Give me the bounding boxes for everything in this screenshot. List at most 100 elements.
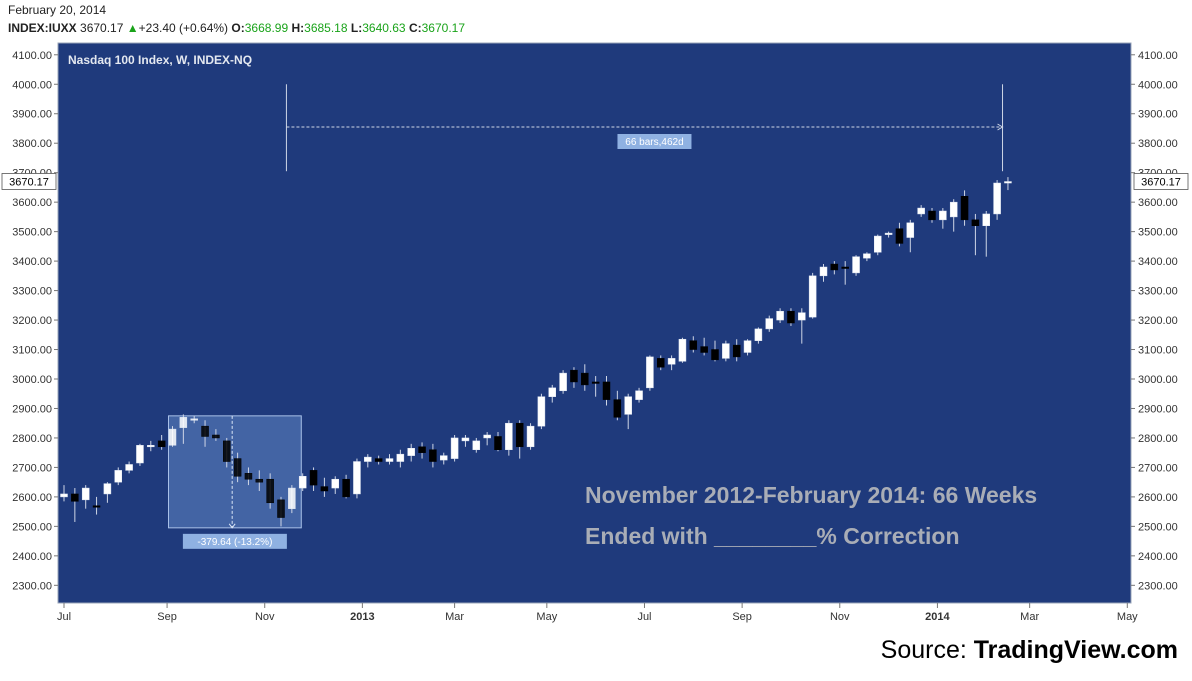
candle-up [874,235,882,253]
candle-up [537,396,546,427]
candle-up [288,487,296,509]
chart-title: Nasdaq 100 Index, W, INDEX-NQ [68,53,252,67]
candle-up [559,372,567,392]
low-value: 3640.63 [362,21,406,35]
candle-down [689,340,698,350]
candle-down [255,478,264,483]
candle-down [418,446,426,453]
candle-up [949,201,958,218]
candle-up [364,456,372,462]
chart-date: February 20, 2014 [8,3,107,17]
open-value: 3668.99 [244,21,289,35]
candle-up [450,437,459,459]
candle-up [776,310,784,321]
candle-down [830,263,839,271]
y-tick-label: 4100.00 [12,50,52,62]
y-tick-label: 3300.00 [1138,286,1178,298]
candle-up [646,356,654,389]
candle-up [190,418,198,421]
candle-up [298,476,307,489]
candle-up [993,182,1001,215]
candle-down [233,458,242,477]
x-tick-label: Sep [732,611,752,623]
candle-down [266,478,274,504]
high-value: 3685.18 [304,21,348,35]
close-label: C: [408,21,422,35]
candle-up [863,253,871,259]
x-tick-label: Mar [445,611,464,623]
range-label-bg [617,134,692,149]
y-tick-label: 2900.00 [12,403,52,415]
drawdown-arrow-icon [228,523,236,529]
candle-down [960,196,969,221]
y-tick-label: 3100.00 [12,345,52,357]
candle-down [244,473,253,480]
y-tick-label: 2700.00 [12,462,52,474]
candle-up [884,232,893,235]
y-tick-label: 4100.00 [1138,50,1178,62]
candle-up [472,440,481,450]
candle-up [743,340,752,353]
y-tick-label: 3600.00 [1138,197,1178,209]
x-tick-label: Nov [255,611,275,623]
x-tick-label: 2014 [925,611,950,623]
candle-up [906,222,915,238]
candle-down [212,434,220,439]
candle-down [494,436,502,450]
y-tick-label: 4000.00 [12,79,52,91]
open-label: O: [231,21,245,35]
candle-up [407,448,415,456]
low-label: L: [350,21,363,35]
candle-down [581,372,589,386]
candle-up [722,343,730,359]
candle-up [385,458,394,462]
candle-down [342,478,350,498]
candle-up [81,487,90,501]
y-tick-label: 2300.00 [12,580,52,592]
candle-up [754,328,763,341]
y-tick-label: 3200.00 [1138,315,1178,327]
y-tick-label: 2500.00 [1138,521,1178,533]
y-tick-label: 3400.00 [12,256,52,268]
source-brand: TradingView.com [973,636,1178,664]
x-tick-label: Jul [637,611,651,623]
candle-up [982,213,990,226]
source-prefix: Source: [880,636,967,664]
candle-up [440,455,448,461]
last-price: 3670.17 [80,21,124,35]
y-tick-label: 3500.00 [12,227,52,239]
y-tick-label: 3000.00 [12,374,52,386]
range-label: 66 bars,462d [625,137,683,148]
candle-up [667,358,676,365]
y-tick-label: 3900.00 [1138,109,1178,121]
candle-up [483,434,491,439]
candle-up [60,493,68,498]
candle-down [657,358,665,368]
candle-down [613,399,622,418]
price-chart[interactable]: 2300.00 2400.00 2500.00 2600.00 2700.00 2800.… [0,40,1192,626]
x-axis: Jul Sep Nov 2013 Mar May Jul Sep Nov 2014 Mar May [57,603,1138,623]
y-tick-label: 3800.00 [1138,138,1178,150]
candle-down [711,349,719,361]
candle-down [201,425,209,437]
candle-up [678,338,687,362]
candlestick-series [60,177,1012,527]
x-tick-label: Sep [157,611,177,623]
y-tick-label: 3500.00 [1138,227,1178,239]
ohlc-readout: INDEX:IUXX 3670.17 ▲+23.40 (+0.64%) O:36… [8,21,465,35]
candle-down [841,266,849,269]
y-tick-label: 2300.00 [1138,580,1178,592]
candle-down [732,344,741,358]
candle-down [309,470,318,486]
candle-up [461,437,470,442]
y-tick-label: 2800.00 [12,433,52,445]
last-price-label-left: 3670.17 [9,176,49,188]
candle-up [396,453,405,462]
y-tick-label: 2700.00 [1138,462,1178,474]
candle-up [331,478,339,489]
candle-up [939,210,947,221]
x-tick-label: May [536,611,557,623]
candle-down [591,381,600,384]
candle-up [125,464,133,471]
candle-up [168,428,177,446]
